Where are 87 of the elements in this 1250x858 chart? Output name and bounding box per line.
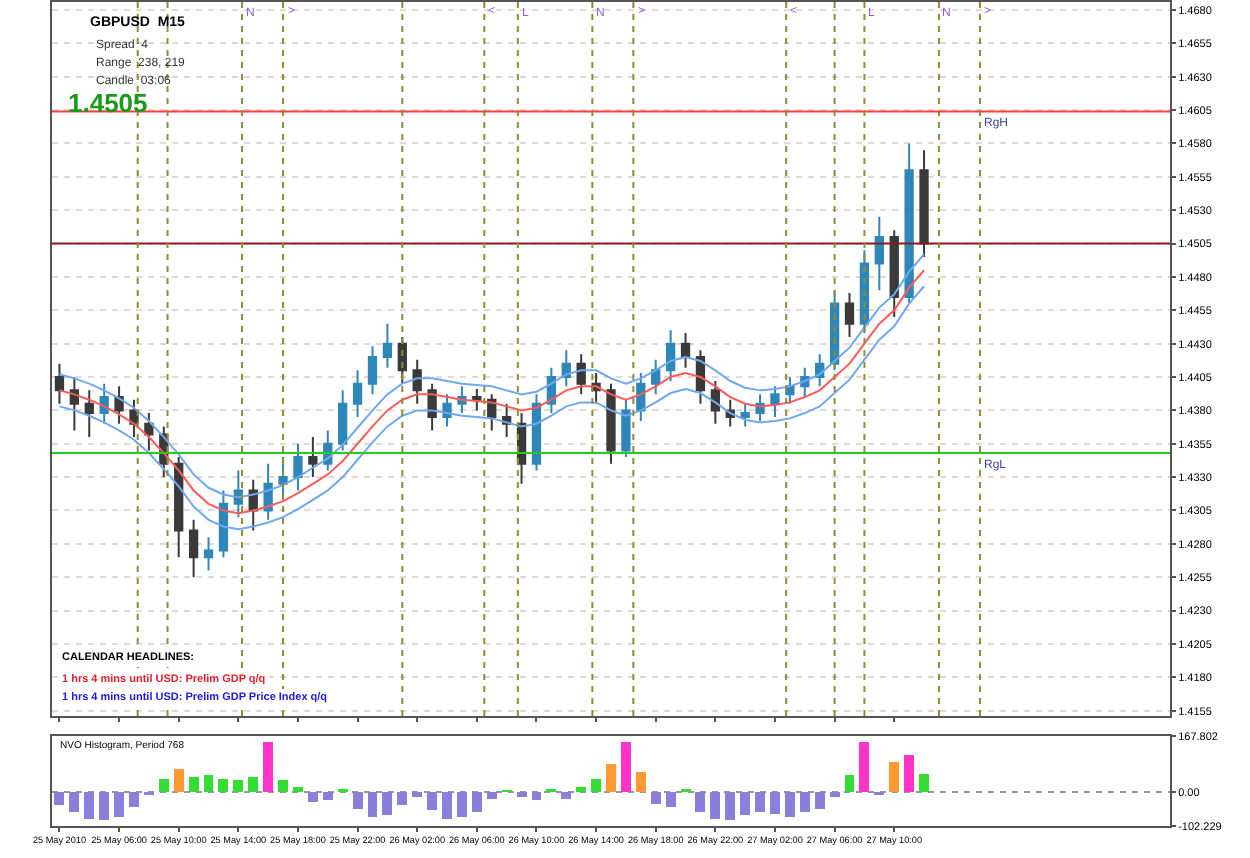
bar [695,791,706,812]
bar [516,791,527,797]
candlestick [218,489,229,559]
bar [427,791,438,811]
bar [919,773,929,792]
bar [278,780,289,792]
candlestick [174,456,184,559]
candlestick [144,412,154,452]
bar [844,775,855,792]
bar [770,791,780,814]
bar [263,741,274,792]
bar [889,761,900,792]
candlestick [84,389,94,439]
bar [218,778,229,792]
candlestick [293,442,303,492]
bar [367,791,378,817]
bar [293,786,303,792]
candlestick [412,358,422,405]
bar [233,780,244,792]
bar [129,791,139,807]
candlestick [710,380,720,425]
candlestick [770,385,780,419]
candlestick [352,369,363,419]
candlestick [472,388,482,412]
candlestick [188,518,199,579]
bar [382,791,393,816]
candlestick [740,402,750,428]
bar [412,791,423,797]
candlestick [889,229,899,318]
candlestick [338,389,348,452]
candlestick [114,385,124,425]
candlestick [367,345,378,396]
bar [114,791,125,817]
candlestick [576,353,586,396]
candlestick [606,382,616,465]
bar [69,791,80,812]
bar [158,778,169,792]
bar [814,791,825,809]
bar [576,786,587,792]
bar [755,791,766,812]
bar [486,791,497,799]
bar [561,791,572,799]
candlestick [561,349,571,388]
bar [203,775,214,792]
bar [173,768,184,792]
bar [635,771,646,792]
candlestick [665,329,676,383]
bar [606,763,616,792]
candlestick [54,362,65,405]
bar [397,791,408,806]
bar [188,776,199,792]
bar [54,791,65,806]
bar [665,791,676,807]
candlestick [874,215,884,292]
bar [740,791,751,816]
bar [352,791,363,809]
bar [710,791,721,819]
candlestick [904,142,914,305]
candlestick [621,398,631,459]
candlestick [651,358,661,396]
bar [650,791,661,804]
bar [84,791,95,819]
bar [620,741,631,792]
candlestick [680,331,691,369]
candlestick [203,536,214,572]
bar [471,791,482,812]
candlestick [69,376,80,432]
bar [859,741,870,792]
candlestick [844,291,855,338]
bar [248,776,259,792]
bar [322,791,333,801]
bar [456,791,467,817]
bar [725,791,736,821]
bar [904,755,915,792]
candlestick [308,436,318,479]
bar [829,791,840,797]
candlestick [382,322,393,369]
candlestick [442,393,452,428]
bar [799,791,810,812]
bar [442,791,452,819]
bar [307,791,318,802]
candlestick [233,469,243,519]
bar [784,791,795,817]
annotation: 1.4505 [68,88,148,118]
candlestick [919,149,929,258]
bar [591,778,602,792]
bar [99,791,110,821]
